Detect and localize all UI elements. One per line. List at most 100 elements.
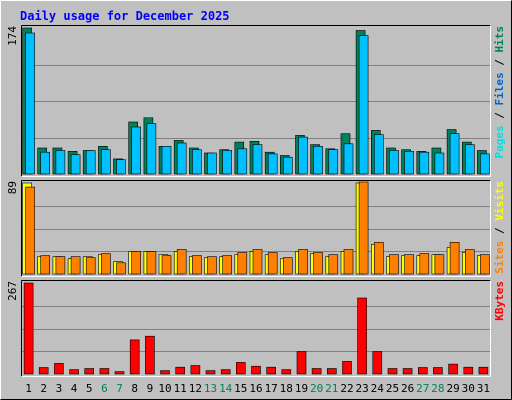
- bar-kbytes-day-4: [69, 369, 79, 375]
- bar-kbytes-day-6: [99, 368, 110, 375]
- bar-sites-day-17: [267, 252, 278, 275]
- bar-files-day-22: [343, 143, 354, 175]
- x-tick-label: 28: [431, 382, 444, 395]
- bar-sites-day-9: [146, 251, 157, 275]
- bar-kbytes-day-24: [372, 351, 383, 375]
- x-tick-label: 12: [189, 382, 202, 395]
- bar-kbytes-day-3: [54, 363, 64, 375]
- x-tick-label: 23: [355, 382, 368, 395]
- panel-visits-sites: 89 Sites / Visits: [6, 180, 506, 277]
- bar-kbytes-day-31: [478, 366, 489, 375]
- bar-files-day-13: [207, 152, 217, 175]
- x-tick-label: 24: [371, 382, 385, 395]
- bar-kbytes-day-20: [311, 368, 322, 375]
- bar-sites-day-25: [389, 254, 399, 275]
- x-axis-labels: 1 2 3 4 5 6 7 8 9 10 11 12 13 14 15 16 17 18 19 20 21 22 23 24 2…: [25, 382, 490, 395]
- legend-hits-files-pages: Pages / Files / Hits: [493, 26, 506, 159]
- legend-entry: Files: [493, 72, 506, 105]
- x-tick-label: 20: [310, 382, 323, 395]
- bar-files-day-17: [267, 153, 278, 175]
- bar-files-day-24: [373, 134, 384, 175]
- bar-kbytes-day-17: [266, 366, 277, 375]
- x-tick-label: 2: [40, 382, 47, 395]
- bar-files-day-4: [70, 154, 81, 175]
- bar-kbytes-day-22: [342, 361, 352, 375]
- bar-kbytes-day-8: [129, 339, 140, 375]
- bar-sites-day-27: [419, 253, 430, 275]
- x-tick-label: 16: [249, 382, 262, 395]
- bar-sites-day-11: [176, 249, 187, 275]
- bar-kbytes-day-26: [402, 368, 413, 375]
- y-max-label: 267: [6, 281, 19, 301]
- bar-files-day-11: [176, 142, 187, 175]
- bar-files-day-2: [40, 151, 51, 175]
- bar-sites-day-1: [25, 186, 35, 275]
- bar-files-day-6: [101, 149, 111, 175]
- legend-entry: Visits: [493, 181, 506, 221]
- x-tick-label: 31: [477, 382, 490, 395]
- bar-files-day-25: [389, 150, 399, 175]
- legend-entry: /: [493, 221, 506, 241]
- bar-files-day-15: [237, 148, 248, 175]
- x-tick-label: 27: [416, 382, 429, 395]
- bar-files-day-9: [146, 123, 157, 175]
- chart-title: Daily usage for December 2025: [20, 9, 230, 23]
- bar-sites-day-2: [40, 255, 51, 275]
- legend-entry: Pages: [493, 125, 506, 158]
- bar-files-day-14: [222, 150, 232, 175]
- bar-sites-day-31: [480, 254, 490, 275]
- bar-files-day-12: [192, 149, 202, 175]
- x-tick-label: 1: [25, 382, 32, 395]
- x-tick-label: 5: [86, 382, 93, 395]
- bar-files-day-3: [55, 150, 66, 175]
- x-tick-label: 26: [401, 382, 414, 395]
- bar-sites-day-18: [282, 257, 293, 275]
- bar-kbytes-day-12: [190, 365, 201, 375]
- bar-files-day-19: [298, 136, 308, 175]
- bar-kbytes-day-19: [296, 351, 307, 375]
- x-tick-label: 11: [174, 382, 187, 395]
- bar-sites-day-21: [328, 254, 339, 275]
- x-tick-label: 29: [446, 382, 459, 395]
- bar-kbytes-day-14: [220, 369, 231, 375]
- bar-kbytes-day-11: [175, 366, 185, 375]
- bar-kbytes-day-28: [433, 367, 443, 375]
- x-tick-label: 30: [462, 382, 475, 395]
- bar-sites-day-28: [434, 254, 445, 275]
- x-tick-label: 22: [340, 382, 353, 395]
- y-max-label: 89: [6, 181, 19, 194]
- panel-kbytes: 267 KBytes: [6, 280, 506, 377]
- bar-sites-day-4: [70, 256, 81, 275]
- bar-sites-day-26: [404, 254, 414, 275]
- bar-kbytes-day-18: [281, 369, 292, 375]
- x-tick-label: 14: [219, 382, 233, 395]
- bar-files-day-1: [25, 32, 35, 175]
- bar-files-day-8: [131, 126, 141, 175]
- x-tick-label: 7: [116, 382, 123, 395]
- panel-background: [21, 280, 491, 377]
- bar-kbytes-day-10: [160, 370, 170, 375]
- panel-hits-files-pages: 174 Pages / Files / Hits: [6, 25, 506, 177]
- bar-sites-day-3: [55, 256, 66, 275]
- bar-files-day-28: [434, 152, 445, 175]
- bar-kbytes-day-21: [326, 368, 337, 375]
- bar-files-day-21: [328, 149, 339, 175]
- x-tick-label: 6: [101, 382, 108, 395]
- bar-sites-day-19: [298, 249, 308, 275]
- bar-kbytes-day-2: [38, 367, 49, 375]
- bar-kbytes-day-15: [236, 362, 246, 375]
- legend-entry: KBytes: [493, 281, 506, 321]
- bar-kbytes-day-27: [417, 367, 428, 375]
- x-tick-label: 17: [265, 382, 278, 395]
- legend-entry: Hits: [493, 26, 506, 53]
- bar-sites-day-30: [464, 249, 475, 275]
- x-tick-label: 18: [280, 382, 293, 395]
- x-tick-label: 8: [131, 382, 138, 395]
- bar-sites-day-16: [252, 249, 263, 275]
- bar-files-day-7: [116, 159, 126, 175]
- x-tick-label: 3: [56, 382, 63, 395]
- x-tick-label: 10: [158, 382, 171, 395]
- bar-sites-day-8: [131, 251, 141, 275]
- bar-files-day-31: [480, 153, 490, 175]
